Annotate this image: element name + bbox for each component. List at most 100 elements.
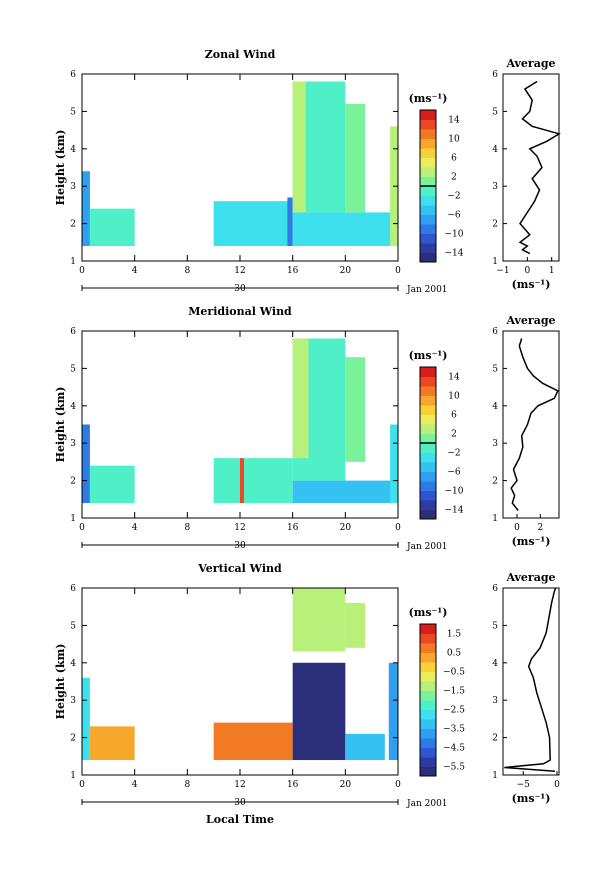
x-tick-label: 20 [340,266,352,276]
colorbar-tick-label: −0.5 [443,668,465,678]
y-tick-label: 5 [70,621,76,631]
y-tick-label: 6 [70,327,76,337]
heatmap-block [345,602,366,648]
profile-x-label: (ms⁻¹) [512,278,551,291]
colorbar-swatch [420,376,436,387]
heatmap-block [213,458,293,504]
colorbar-tick-label: 1.5 [447,630,462,640]
panel-title: Vertical Wind [197,562,282,575]
y-tick-label: 5 [70,107,76,117]
colorbar-tick-label: 14 [448,373,460,383]
colorbar-swatch [420,405,436,415]
heatmap-block [292,212,398,247]
colorbar-swatch [420,709,436,720]
profile-y-tick-label: 3 [492,696,498,706]
colorbar-tick-label: 2 [451,430,457,440]
colorbar-swatch [420,462,436,472]
colorbar-tick-label: −14 [445,506,464,516]
heatmap-block [89,465,135,504]
colorbar-swatch [420,195,436,206]
heatmap-block [82,424,90,504]
profile-x-tick-label: 1 [549,266,555,276]
colorbar-frame [419,623,437,777]
colorbar-tick-label: −2 [447,449,460,459]
y-tick-label: 1 [70,257,76,267]
heatmap-block [213,201,293,247]
colorbar-tick-label: −4.5 [443,744,465,754]
profile-line [518,80,561,255]
colorbar-unit: (ms⁻¹) [409,606,448,619]
x-tick-label: 4 [132,523,138,533]
colorbar-swatch [420,424,436,434]
heatmap-block [89,208,135,247]
heatmap-block [89,726,135,761]
profile-title: Average [505,314,555,327]
profile-title: Average [505,57,555,70]
panel-title: Zonal Wind [205,48,276,61]
heatmap-block [390,424,398,504]
colorbar-swatch [420,728,436,739]
heatmap-block [240,458,244,504]
y-tick-label: 1 [70,771,76,781]
date-label: Jan 2001 [406,542,448,552]
x-tick-label: 0 [79,780,85,790]
colorbar-tick-label: −5.5 [443,763,465,773]
heatmap-block [345,103,366,213]
y-tick-label: 3 [70,696,76,706]
profile-y-tick-label: 6 [492,584,498,594]
panel-1 [81,73,561,291]
colorbar-swatch [420,700,436,710]
colorbar-swatch [420,757,436,767]
profile-y-tick-label: 1 [492,514,498,524]
x-tick-label: 12 [234,266,245,276]
heatmap-block [287,197,293,247]
y-tick-label: 2 [70,477,76,487]
colorbar-swatch [420,167,436,177]
x-tick-label: 0 [395,780,401,790]
colorbar-tick-label: 0.5 [447,649,462,659]
profile-y-tick-label: 2 [492,220,498,230]
profile-frame [502,73,560,262]
x-axis-label: Local Time [206,813,274,826]
heatmap-block [82,677,90,761]
date-day-label: 30 [234,541,246,551]
y-tick-label: 3 [70,182,76,192]
y-tick-label: 3 [70,439,76,449]
profile-y-tick-label: 4 [492,659,498,669]
colorbar-tick-label: −6 [447,468,461,478]
colorbar-unit: (ms⁻¹) [409,92,448,105]
profile-x-label: (ms⁻¹) [512,792,551,805]
x-tick-label: 12 [234,780,245,790]
colorbar-swatch [420,224,436,234]
date-label: Jan 2001 [406,285,448,295]
colorbar-swatch [420,386,436,396]
x-tick-label: 8 [184,780,190,790]
colorbar-tick-label: 6 [451,154,457,164]
profile-y-tick-label: 5 [492,621,498,631]
colorbar-swatch [420,671,436,682]
x-tick-label: 16 [287,523,299,533]
x-tick-label: 4 [132,266,138,276]
colorbar-swatch [420,452,436,463]
y-tick-label: 2 [70,220,76,230]
colorbar-swatch [420,681,436,691]
colorbar-tick-label: 6 [451,411,457,421]
colorbar-tick-label: −3.5 [443,725,465,735]
colorbar-swatch [420,509,436,520]
colorbar-swatch [420,719,436,729]
y-tick-label: 6 [70,70,76,80]
y-tick-label: 2 [70,734,76,744]
x-tick-label: 0 [79,266,85,276]
heatmap-block [292,480,398,504]
colorbar-swatch [420,252,436,263]
colorbar-swatch [420,119,436,130]
profile-frame [502,587,560,776]
x-tick-label: 20 [340,523,352,533]
x-tick-label: 0 [395,266,401,276]
colorbar-swatch [420,433,436,444]
x-tick-label: 20 [340,780,352,790]
x-tick-label: 16 [287,266,299,276]
profile-y-tick-label: 5 [492,107,498,117]
colorbar-tick-label: 14 [448,116,460,126]
x-tick-label: 0 [395,523,401,533]
